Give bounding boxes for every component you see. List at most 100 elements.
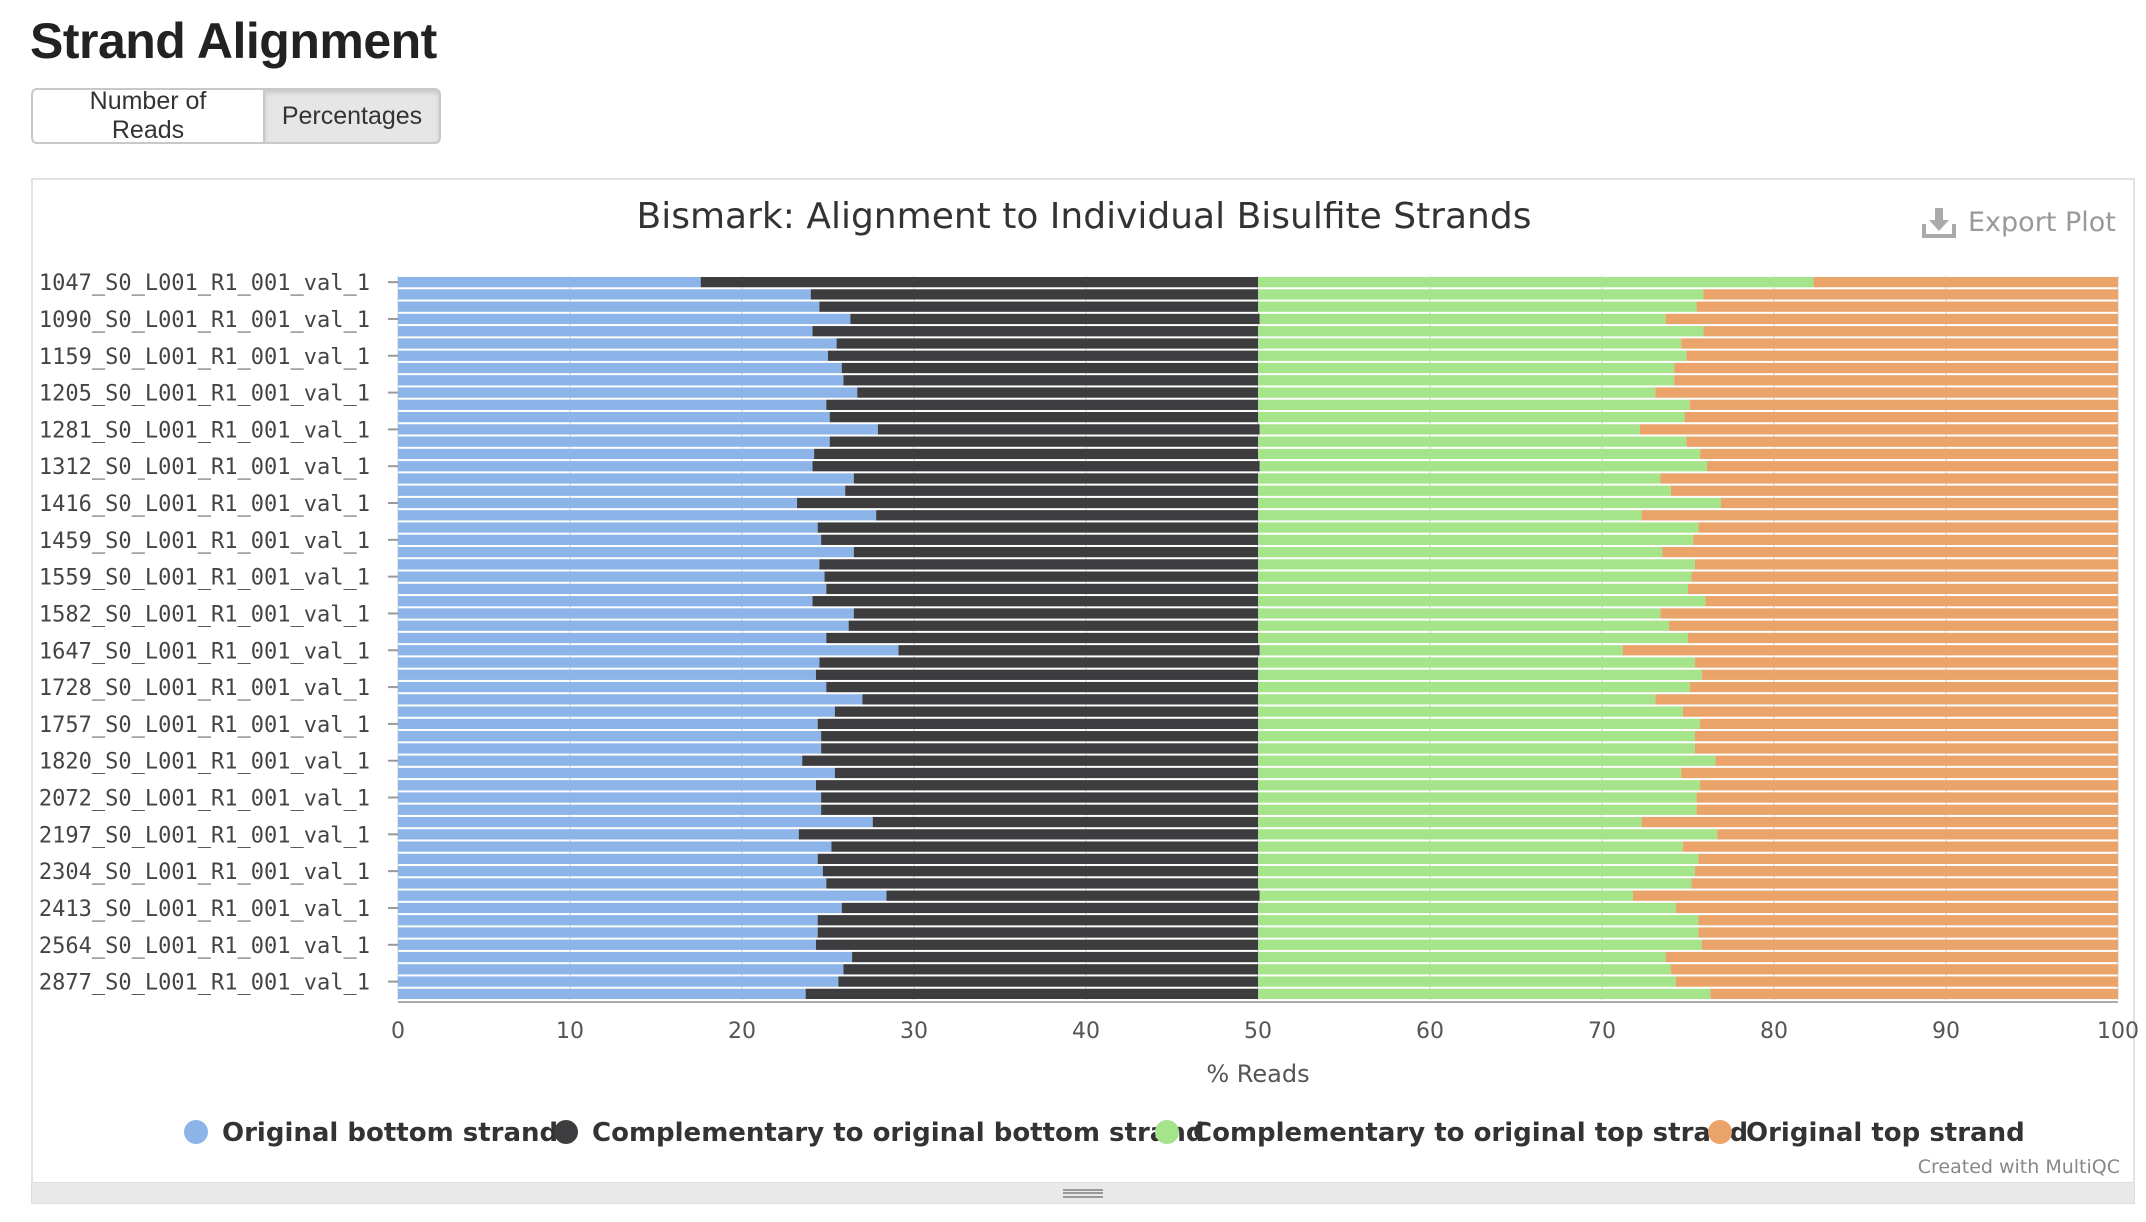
- bar-segment: [398, 780, 816, 791]
- bar-segment: [817, 522, 1258, 533]
- bar-segment: [1258, 338, 1682, 349]
- bar-segment: [1698, 927, 2118, 938]
- bar-segment: [398, 313, 851, 325]
- bar-segment: [1684, 411, 2118, 423]
- bar-segment: [1688, 583, 2118, 595]
- bar-segment: [1674, 375, 2118, 386]
- export-plot-button[interactable]: Export Plot: [1922, 206, 2116, 238]
- bar-segment: [812, 461, 1260, 472]
- bar-segment: [398, 387, 858, 398]
- bar-segment: [821, 804, 1258, 815]
- bar-segment: [841, 362, 1258, 374]
- bar-segment: [872, 816, 1258, 828]
- bar-segment: [826, 681, 1258, 693]
- bar-segment: [1258, 362, 1675, 374]
- bar-segment: [1259, 424, 1640, 435]
- bar-segment: [1622, 645, 2118, 656]
- x-tick-label: 80: [1760, 1019, 1788, 1044]
- bar-segment: [826, 399, 1258, 410]
- bar-segment: [1675, 976, 2118, 987]
- bar-segment: [398, 350, 828, 361]
- bar-segment: [1258, 657, 1695, 668]
- bar-segment: [1694, 866, 2118, 877]
- plot-resize-handle[interactable]: [31, 1182, 2135, 1204]
- bar-segment: [853, 608, 1258, 619]
- chart-title: Bismark: Alignment to Individual Bisulfi…: [637, 196, 1532, 237]
- bar-segment: [1258, 669, 1702, 680]
- bar-segment: [1694, 559, 2118, 570]
- bar-segment: [1258, 964, 1671, 975]
- bar-segment: [826, 878, 1258, 889]
- bar-segment: [1258, 915, 1699, 926]
- bar-segment: [819, 657, 1258, 668]
- bar-segment: [877, 424, 1260, 435]
- x-tick-label: 40: [1072, 1019, 1100, 1044]
- bar-segment: [398, 608, 854, 619]
- bar-segment: [398, 792, 822, 803]
- bar-segment: [1258, 473, 1661, 484]
- bar-segment: [1258, 694, 1656, 705]
- bar-segment: [862, 694, 1258, 705]
- bar-segment: [1258, 448, 1701, 460]
- bar-segment: [398, 951, 853, 963]
- bar-segment: [1681, 338, 2118, 349]
- y-tick-label: 1159_S0_L001_R1_001_val_1: [39, 345, 370, 370]
- bar-segment: [398, 706, 835, 717]
- bar-segment: [898, 645, 1260, 656]
- bar-segment: [398, 669, 816, 680]
- y-tick-label: 1728_S0_L001_R1_001_val_1: [39, 676, 370, 701]
- bar-segment: [1662, 546, 2118, 558]
- number-of-reads-button[interactable]: Number of Reads: [31, 87, 265, 144]
- bar-segment: [398, 731, 822, 742]
- bar-segment: [398, 399, 827, 410]
- bar-segment: [398, 964, 844, 975]
- bar-segment: [1696, 804, 2118, 815]
- bar-segment: [1701, 669, 2118, 680]
- y-tick-label: 1757_S0_L001_R1_001_val_1: [39, 713, 370, 738]
- bar-segment: [853, 546, 1258, 558]
- bar-segment: [876, 510, 1258, 521]
- legend-marker: [554, 1120, 578, 1144]
- bar-segment: [398, 841, 832, 852]
- y-tick-label: 1416_S0_L001_R1_001_val_1: [39, 492, 370, 517]
- bar-segment: [1670, 964, 2118, 975]
- bar-segment: [398, 657, 820, 668]
- bar-segment: [1700, 718, 2118, 730]
- bar-segment: [1258, 608, 1661, 619]
- percentages-button[interactable]: Percentages: [265, 88, 441, 144]
- bar-segment: [1258, 399, 1690, 410]
- bar-segment: [819, 559, 1258, 570]
- x-axis-label: % Reads: [1206, 1060, 1309, 1088]
- x-tick-label: 50: [1244, 1019, 1272, 1044]
- bar-segment: [834, 767, 1258, 779]
- legend-item-3: Complementary to original top strand: [1193, 1118, 1748, 1148]
- bar-segment: [1258, 411, 1685, 423]
- bar-segment: [1698, 915, 2118, 926]
- bar-segment: [398, 804, 822, 815]
- bar-segment: [398, 890, 887, 901]
- bar-segment: [1258, 681, 1690, 693]
- bar-segment: [1700, 448, 2118, 460]
- bar-segment: [857, 387, 1258, 398]
- bar-segment: [398, 375, 844, 386]
- bar-segment: [1258, 767, 1682, 779]
- bar-segment: [814, 448, 1258, 460]
- bar-segment: [1258, 350, 1687, 361]
- bar-segment: [1694, 743, 2118, 754]
- credit-text: Created with MultiQC: [1917, 1156, 2120, 1178]
- bar-segment: [836, 338, 1258, 349]
- bar-segment: [1696, 792, 2118, 803]
- bar-segment: [1258, 485, 1671, 496]
- bar-segment: [1258, 816, 1642, 828]
- download-icon: [1922, 206, 1956, 238]
- bar-segment: [398, 829, 799, 840]
- bar-segment: [850, 313, 1260, 325]
- bar-segment: [398, 424, 878, 435]
- y-tick-label: 2413_S0_L001_R1_001_val_1: [39, 897, 370, 922]
- bar-segment: [398, 681, 827, 693]
- bar-segment: [398, 939, 816, 950]
- bar-segment: [1632, 890, 2118, 901]
- bar-segment: [1691, 878, 2118, 889]
- bar-segment: [817, 927, 1258, 938]
